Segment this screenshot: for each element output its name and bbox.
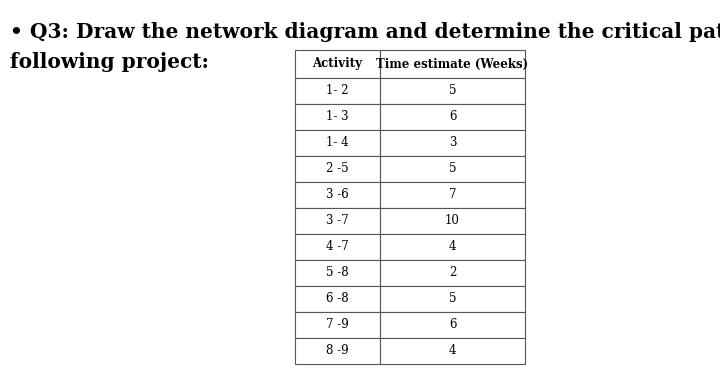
Bar (380, 182, 525, 208)
Bar (295, 156, 380, 182)
Text: Time estimate (Weeks): Time estimate (Weeks) (377, 57, 528, 71)
Text: 5: 5 (449, 163, 456, 176)
Text: 6: 6 (449, 318, 456, 332)
Text: 5: 5 (449, 85, 456, 98)
Bar (380, 312, 525, 338)
Text: 5 -8: 5 -8 (326, 266, 348, 280)
Text: 4: 4 (449, 344, 456, 357)
Bar (295, 286, 380, 312)
Bar (295, 234, 380, 260)
Text: 3 -7: 3 -7 (326, 215, 349, 227)
Bar (380, 286, 525, 312)
Text: 4 -7: 4 -7 (326, 241, 349, 254)
Text: 2: 2 (449, 266, 456, 280)
Bar (295, 338, 380, 364)
Bar (380, 260, 525, 286)
Bar (295, 78, 380, 104)
Bar (295, 50, 380, 78)
Text: 1- 3: 1- 3 (326, 110, 348, 124)
Bar (380, 234, 525, 260)
Text: Activity: Activity (312, 57, 362, 71)
Bar (380, 50, 525, 78)
Text: 3: 3 (449, 137, 456, 149)
Text: 1- 4: 1- 4 (326, 137, 348, 149)
Bar (380, 208, 525, 234)
Text: 6: 6 (449, 110, 456, 124)
Text: 5: 5 (449, 293, 456, 305)
Bar (380, 338, 525, 364)
Text: 7 -9: 7 -9 (326, 318, 349, 332)
Text: 1- 2: 1- 2 (326, 85, 348, 98)
Bar (295, 208, 380, 234)
Bar (380, 130, 525, 156)
Bar (380, 156, 525, 182)
Text: 2 -5: 2 -5 (326, 163, 348, 176)
Bar (380, 78, 525, 104)
Text: 3 -6: 3 -6 (326, 188, 349, 202)
Text: 4: 4 (449, 241, 456, 254)
Bar (295, 130, 380, 156)
Text: 7: 7 (449, 188, 456, 202)
Bar (380, 104, 525, 130)
Text: 10: 10 (445, 215, 460, 227)
Text: following project:: following project: (10, 52, 209, 72)
Bar (295, 312, 380, 338)
Bar (295, 182, 380, 208)
Text: 6 -8: 6 -8 (326, 293, 348, 305)
Bar (295, 104, 380, 130)
Bar (295, 260, 380, 286)
Text: • Q3: Draw the network diagram and determine the critical path for the: • Q3: Draw the network diagram and deter… (10, 22, 720, 42)
Text: 8 -9: 8 -9 (326, 344, 348, 357)
